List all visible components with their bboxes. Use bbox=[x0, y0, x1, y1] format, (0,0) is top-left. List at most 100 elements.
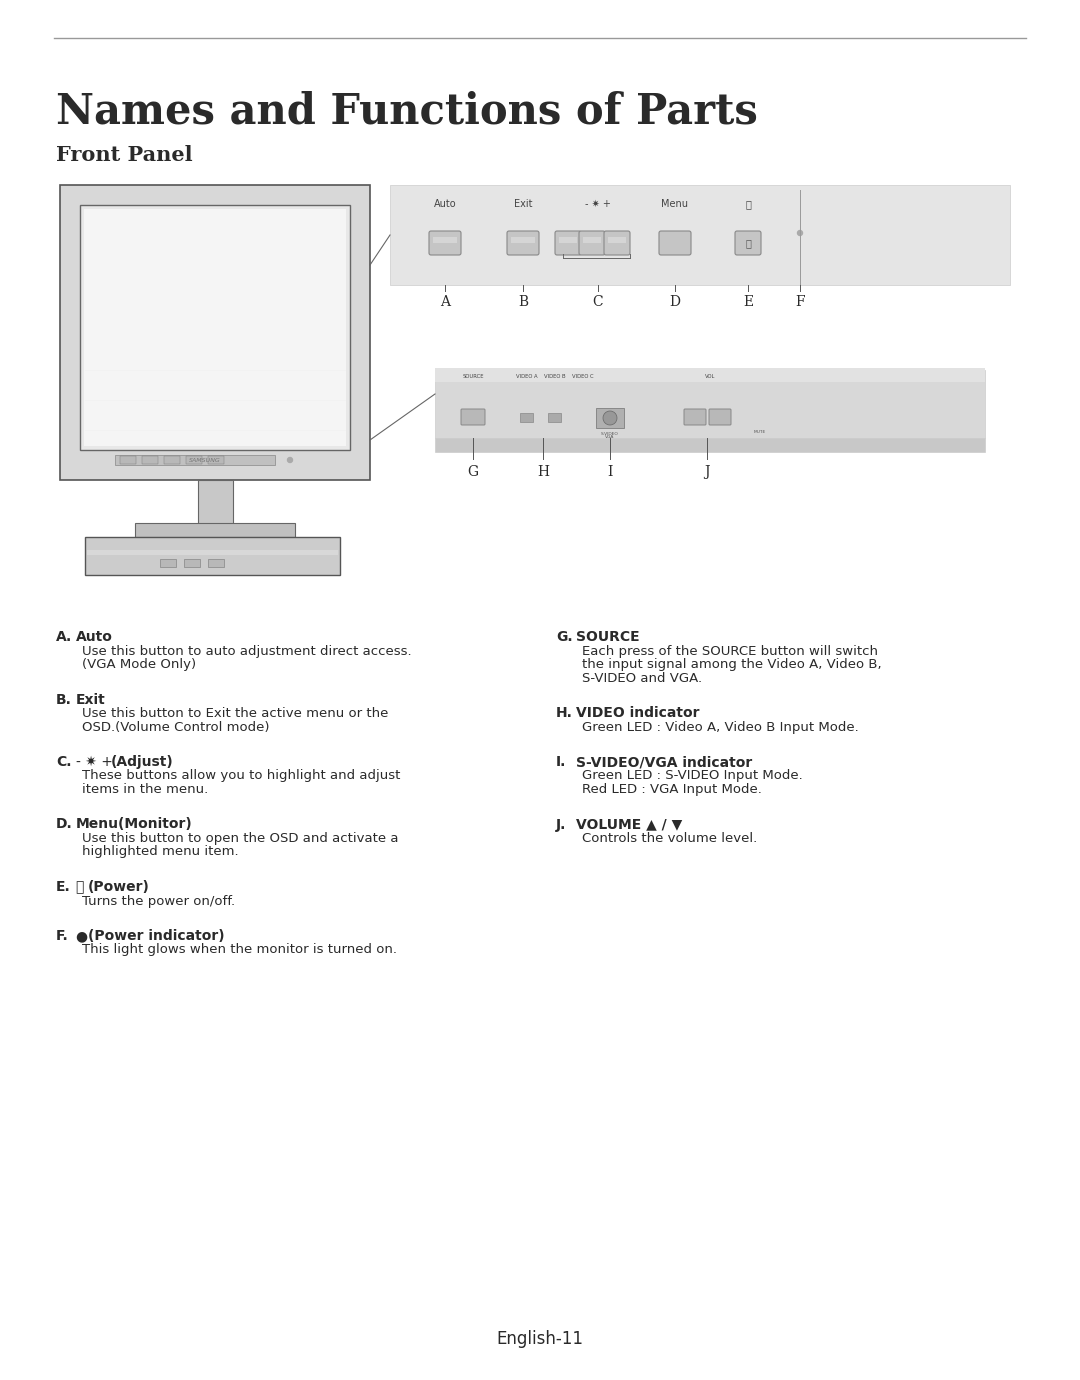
FancyBboxPatch shape bbox=[555, 230, 581, 255]
Text: Use this button to auto adjustment direct access.: Use this button to auto adjustment direc… bbox=[82, 644, 411, 657]
Text: G: G bbox=[468, 465, 478, 479]
Text: D: D bbox=[670, 295, 680, 309]
Text: (Power): (Power) bbox=[87, 880, 149, 894]
Bar bbox=[135, 523, 295, 537]
Text: S-VIDEO: S-VIDEO bbox=[602, 432, 619, 436]
Text: (Power indicator): (Power indicator) bbox=[87, 929, 225, 943]
Bar bbox=[559, 237, 577, 243]
Text: English-11: English-11 bbox=[497, 1330, 583, 1348]
Text: H: H bbox=[537, 465, 549, 479]
FancyBboxPatch shape bbox=[684, 408, 706, 425]
Bar bbox=[184, 559, 200, 567]
Text: I.: I. bbox=[556, 755, 566, 769]
Text: Each press of the SOURCE button will switch: Each press of the SOURCE button will swi… bbox=[582, 644, 878, 657]
Bar bbox=[435, 437, 985, 453]
Text: F.: F. bbox=[56, 929, 69, 943]
Text: SOURCE: SOURCE bbox=[462, 374, 484, 380]
Text: E: E bbox=[743, 295, 753, 309]
Text: Menu: Menu bbox=[661, 199, 689, 208]
Bar bbox=[433, 237, 457, 243]
Text: MUTE: MUTE bbox=[754, 431, 766, 433]
Bar bbox=[435, 370, 985, 437]
Text: A: A bbox=[440, 295, 450, 309]
Bar bbox=[80, 206, 350, 450]
FancyBboxPatch shape bbox=[507, 230, 539, 255]
Circle shape bbox=[797, 230, 802, 236]
Text: These buttons allow you to highlight and adjust: These buttons allow you to highlight and… bbox=[82, 770, 401, 782]
Text: Red LED : VGA Input Mode.: Red LED : VGA Input Mode. bbox=[582, 782, 761, 796]
Text: ⏻: ⏻ bbox=[76, 880, 89, 894]
Text: I: I bbox=[607, 465, 612, 479]
Bar bbox=[583, 237, 600, 243]
Bar bbox=[198, 480, 233, 524]
Text: the input signal among the Video A, Video B,: the input signal among the Video A, Vide… bbox=[582, 658, 881, 671]
Text: VGA: VGA bbox=[605, 435, 615, 439]
Text: S-VIDEO/VGA indicator: S-VIDEO/VGA indicator bbox=[576, 755, 753, 769]
FancyBboxPatch shape bbox=[604, 230, 630, 255]
Text: Use this button to open the OSD and activate a: Use this button to open the OSD and acti… bbox=[82, 832, 399, 845]
Text: H.: H. bbox=[556, 707, 572, 720]
Text: VIDEO B: VIDEO B bbox=[544, 374, 566, 380]
Bar bbox=[208, 455, 224, 464]
Bar bbox=[608, 237, 626, 243]
FancyBboxPatch shape bbox=[461, 408, 485, 425]
Text: Green LED : S-VIDEO Input Mode.: Green LED : S-VIDEO Input Mode. bbox=[582, 770, 802, 782]
Text: SOURCE: SOURCE bbox=[576, 631, 639, 644]
Text: Exit: Exit bbox=[76, 693, 106, 707]
Text: Auto: Auto bbox=[434, 199, 457, 208]
Text: ⏻: ⏻ bbox=[745, 237, 751, 248]
Text: ●: ● bbox=[76, 929, 93, 943]
Bar bbox=[120, 455, 136, 464]
Text: J.: J. bbox=[556, 817, 566, 832]
FancyBboxPatch shape bbox=[579, 230, 605, 255]
Text: Menu(Monitor): Menu(Monitor) bbox=[76, 817, 192, 832]
Bar bbox=[390, 185, 1010, 286]
Text: Controls the volume level.: Controls the volume level. bbox=[582, 832, 757, 845]
Text: Use this button to Exit the active menu or the: Use this button to Exit the active menu … bbox=[82, 707, 389, 720]
Text: - ✷ +: - ✷ + bbox=[76, 755, 118, 769]
Bar bbox=[141, 455, 158, 464]
Text: (VGA Mode Only): (VGA Mode Only) bbox=[82, 658, 197, 671]
Text: B: B bbox=[518, 295, 528, 309]
Text: highlighted menu item.: highlighted menu item. bbox=[82, 846, 239, 858]
Text: VIDEO C: VIDEO C bbox=[572, 374, 594, 380]
Text: ⏻: ⏻ bbox=[745, 199, 751, 208]
Text: C.: C. bbox=[56, 755, 71, 769]
Text: G.: G. bbox=[556, 631, 572, 644]
Text: Names and Functions of Parts: Names and Functions of Parts bbox=[56, 90, 758, 132]
Text: J: J bbox=[704, 465, 710, 479]
Circle shape bbox=[603, 411, 617, 425]
Text: - ✷ +: - ✷ + bbox=[585, 199, 611, 208]
Bar bbox=[208, 559, 224, 567]
Text: This light glows when the monitor is turned on.: This light glows when the monitor is tur… bbox=[82, 944, 397, 956]
Text: VIDEO A: VIDEO A bbox=[516, 374, 538, 380]
Text: C: C bbox=[593, 295, 604, 309]
Text: Exit: Exit bbox=[514, 199, 532, 208]
Bar bbox=[435, 368, 985, 382]
Bar bbox=[87, 551, 338, 555]
Bar bbox=[60, 185, 370, 480]
Text: E.: E. bbox=[56, 880, 71, 894]
Text: Front Panel: Front Panel bbox=[56, 145, 192, 166]
Text: B.: B. bbox=[56, 693, 72, 707]
Bar bbox=[114, 455, 275, 465]
Bar bbox=[186, 455, 202, 464]
Text: Green LED : Video A, Video B Input Mode.: Green LED : Video A, Video B Input Mode. bbox=[582, 720, 859, 734]
FancyBboxPatch shape bbox=[735, 230, 761, 255]
FancyBboxPatch shape bbox=[659, 230, 691, 255]
Bar bbox=[164, 455, 180, 464]
Text: VOLUME ▲ / ▼: VOLUME ▲ / ▼ bbox=[576, 817, 683, 832]
FancyBboxPatch shape bbox=[429, 230, 461, 255]
Bar bbox=[548, 413, 561, 422]
Text: (Adjust): (Adjust) bbox=[111, 755, 174, 769]
Bar bbox=[519, 413, 534, 422]
Bar bbox=[596, 408, 624, 428]
Text: A.: A. bbox=[56, 631, 72, 644]
Text: D.: D. bbox=[56, 817, 72, 832]
Text: OSD.(Volume Control mode): OSD.(Volume Control mode) bbox=[82, 720, 270, 734]
Bar bbox=[511, 237, 535, 243]
Bar bbox=[84, 208, 346, 446]
Circle shape bbox=[287, 458, 293, 462]
Text: F: F bbox=[795, 295, 805, 309]
Text: Auto: Auto bbox=[76, 631, 113, 644]
